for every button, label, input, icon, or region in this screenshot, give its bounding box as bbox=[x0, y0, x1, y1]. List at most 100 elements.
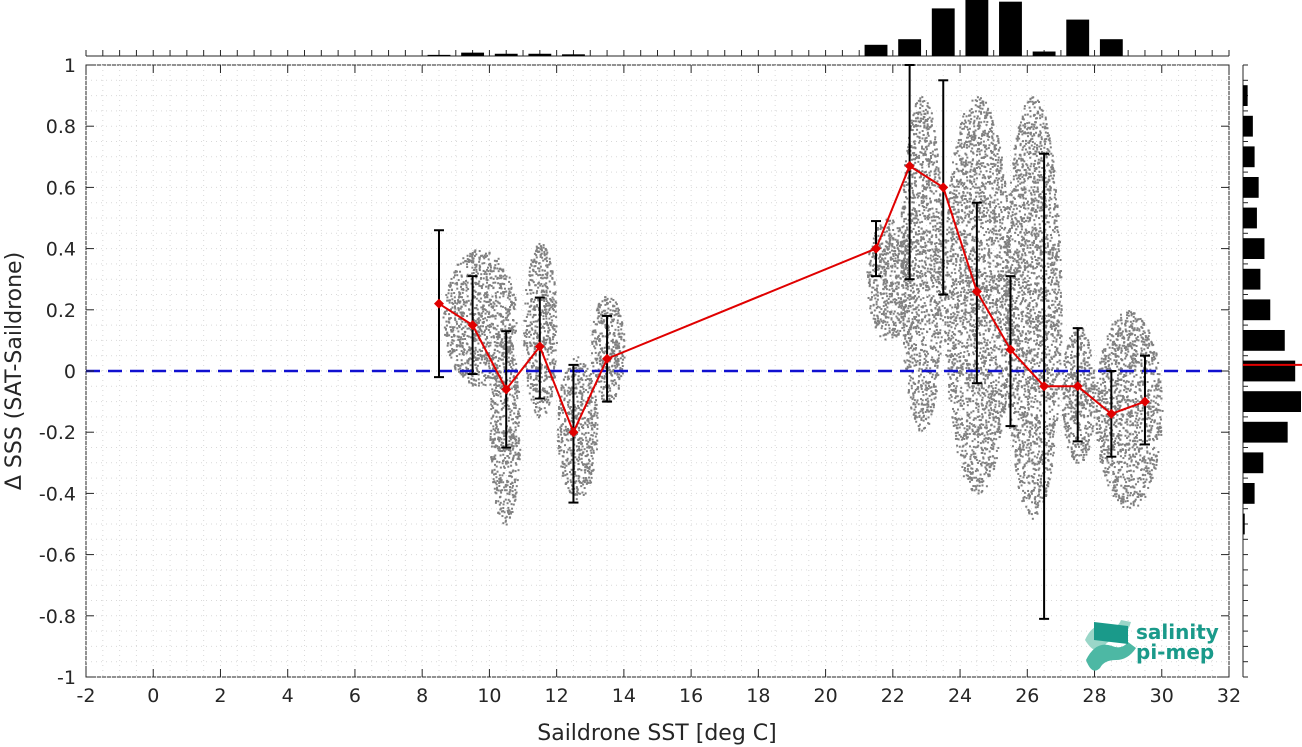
scatter-point bbox=[911, 152, 914, 155]
scatter-point bbox=[577, 356, 580, 359]
scatter-point bbox=[471, 384, 474, 387]
scatter-point bbox=[923, 185, 926, 188]
scatter-point bbox=[927, 127, 930, 130]
scatter-point bbox=[914, 210, 917, 213]
scatter-point bbox=[507, 356, 510, 359]
scatter-point bbox=[529, 375, 532, 378]
scatter-point bbox=[924, 244, 927, 247]
scatter-point bbox=[499, 392, 502, 395]
scatter-point bbox=[912, 347, 915, 350]
scatter-point bbox=[912, 321, 915, 324]
scatter-point bbox=[598, 338, 601, 341]
scatter-point bbox=[511, 490, 514, 493]
scatter-point bbox=[474, 283, 477, 286]
scatter-point bbox=[877, 227, 880, 230]
scatter-point bbox=[899, 250, 902, 253]
scatter-point bbox=[920, 349, 923, 352]
scatter-point bbox=[503, 335, 506, 338]
scatter-point bbox=[905, 222, 908, 225]
scatter-point bbox=[529, 313, 532, 316]
scatter-point bbox=[501, 269, 504, 272]
scatter-point bbox=[895, 298, 898, 301]
scatter-point bbox=[498, 277, 501, 280]
scatter-point bbox=[527, 353, 530, 356]
scatter-point bbox=[921, 237, 924, 240]
scatter-point bbox=[450, 292, 453, 295]
scatter-point bbox=[568, 399, 571, 402]
scatter-point bbox=[893, 262, 896, 265]
scatter-point bbox=[903, 315, 906, 318]
scatter-point bbox=[503, 511, 506, 514]
scatter-point bbox=[916, 253, 919, 256]
scatter-point bbox=[618, 314, 621, 317]
scatter-point bbox=[510, 304, 513, 307]
scatter-point bbox=[510, 472, 513, 475]
scatter-point bbox=[612, 345, 615, 348]
scatter-point bbox=[502, 268, 505, 271]
scatter-point bbox=[885, 270, 888, 273]
scatter-point bbox=[889, 242, 892, 245]
scatter-point bbox=[495, 427, 498, 430]
scatter-point bbox=[498, 364, 501, 367]
scatter-point bbox=[915, 111, 918, 114]
scatter-point bbox=[581, 385, 584, 388]
scatter-point bbox=[532, 320, 535, 323]
scatter-point bbox=[916, 102, 919, 105]
scatter-point bbox=[933, 270, 936, 273]
scatter-point bbox=[931, 335, 934, 338]
scatter-point bbox=[449, 308, 452, 311]
scatter-point bbox=[563, 432, 566, 435]
scatter-point bbox=[586, 418, 589, 421]
scatter-point bbox=[553, 374, 556, 377]
scatter-point bbox=[900, 211, 903, 214]
scatter-point bbox=[903, 300, 906, 303]
scatter-point bbox=[937, 200, 940, 203]
scatter-point bbox=[570, 439, 573, 442]
scatter-point bbox=[537, 299, 540, 302]
scatter-point bbox=[516, 457, 519, 460]
scatter-point bbox=[931, 392, 934, 395]
scatter-point bbox=[938, 301, 941, 304]
scatter-point bbox=[922, 415, 925, 418]
scatter-point bbox=[544, 273, 547, 276]
scatter-point bbox=[590, 446, 593, 449]
scatter-point bbox=[506, 481, 509, 484]
scatter-point bbox=[883, 272, 886, 275]
scatter-point bbox=[904, 281, 907, 284]
scatter-point bbox=[880, 327, 883, 330]
scatter-point bbox=[553, 342, 556, 345]
scatter-point bbox=[584, 421, 587, 424]
scatter-point bbox=[619, 368, 622, 371]
scatter-point bbox=[547, 331, 550, 334]
scatter-point bbox=[501, 341, 504, 344]
scatter-point bbox=[607, 345, 610, 348]
scatter-point bbox=[513, 388, 516, 391]
scatter-point bbox=[469, 349, 472, 352]
scatter-point bbox=[449, 283, 452, 286]
scatter-point bbox=[583, 416, 586, 419]
scatter-point bbox=[585, 389, 588, 392]
scatter-point bbox=[890, 311, 893, 314]
scatter-point bbox=[560, 431, 563, 434]
scatter-point bbox=[467, 335, 470, 338]
scatter-point bbox=[886, 306, 889, 309]
scatter-point bbox=[928, 318, 931, 321]
scatter-point bbox=[903, 240, 906, 243]
scatter-point bbox=[510, 436, 513, 439]
scatter-point bbox=[887, 267, 890, 270]
scatter-point bbox=[528, 361, 531, 364]
scatter-point bbox=[486, 357, 489, 360]
scatter-point bbox=[512, 433, 515, 436]
scatter-point bbox=[488, 359, 491, 362]
scatter-point bbox=[597, 309, 600, 312]
scatter-point bbox=[932, 406, 935, 409]
scatter-point bbox=[931, 207, 934, 210]
scatter-point bbox=[484, 338, 487, 341]
scatter-point bbox=[907, 389, 910, 392]
scatter-point bbox=[917, 381, 920, 384]
scatter-point bbox=[883, 268, 886, 271]
scatter-point bbox=[920, 259, 923, 262]
scatter-point bbox=[552, 373, 555, 376]
scatter-point bbox=[917, 390, 920, 393]
scatter-point bbox=[593, 412, 596, 415]
